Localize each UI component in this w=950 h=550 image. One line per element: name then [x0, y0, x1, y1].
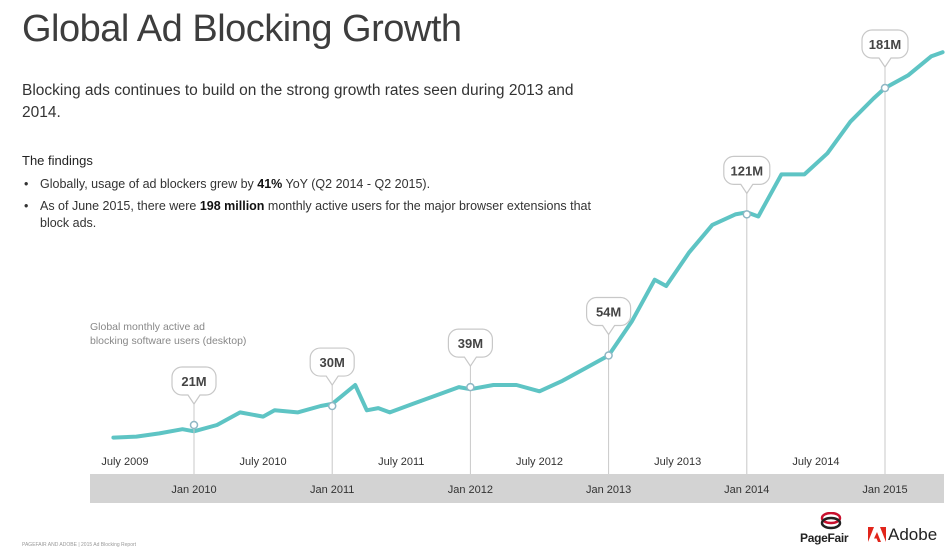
callout-marker — [327, 401, 337, 411]
data-point — [515, 384, 518, 386]
callout: 30M — [309, 347, 355, 474]
callout-marker — [604, 351, 613, 360]
data-point — [561, 380, 564, 382]
callout-label: 54M — [596, 304, 621, 319]
x-tick-label: July 2011 — [378, 456, 424, 468]
data-point — [653, 278, 656, 281]
page-title: Global Ad Blocking Growth — [22, 8, 462, 50]
data-point — [711, 224, 714, 226]
data-point — [872, 97, 875, 100]
data-point — [158, 432, 161, 435]
callout-marker — [466, 382, 475, 392]
callout-bubble — [586, 296, 632, 336]
series-line — [111, 50, 945, 440]
finding-highlight: 198 million — [199, 199, 265, 213]
adobe-wordmark: Adobe — [888, 525, 938, 544]
data-point — [849, 120, 852, 123]
data-point — [354, 384, 357, 386]
callout-bubble — [309, 347, 355, 387]
data-point — [907, 74, 909, 77]
callout-bubble — [447, 328, 493, 368]
x-tick-label: July 2014 — [792, 456, 839, 468]
data-point — [239, 411, 241, 414]
finding-item: Globally, usage of ad blockers grew by 4… — [22, 176, 602, 193]
data-point — [366, 409, 368, 412]
data-point — [584, 367, 587, 369]
data-point — [389, 411, 391, 414]
pagefair-mark-icon — [820, 512, 842, 530]
data-point — [112, 436, 115, 439]
data-point — [319, 405, 322, 407]
x-tick-label: July 2009 — [101, 456, 148, 468]
x-tick-label: July 2010 — [240, 456, 287, 468]
axis-band — [90, 474, 944, 503]
pagefair-logo: PageFair — [800, 512, 862, 546]
data-point — [757, 215, 760, 218]
data-point — [630, 321, 633, 323]
callout-label: 21M — [181, 374, 206, 389]
data-point — [262, 415, 264, 418]
findings-heading: The findings — [22, 153, 93, 168]
data-point — [412, 403, 414, 405]
data-point — [181, 428, 184, 431]
x-tick-label: Jan 2010 — [171, 484, 216, 496]
callout-bubble — [171, 366, 217, 406]
finding-text: Globally, usage of ad blockers grew by — [40, 177, 258, 191]
callout: 39M — [447, 328, 493, 474]
data-point — [458, 386, 460, 388]
finding-item: As of June 2015, there were 198 million … — [22, 198, 602, 232]
finding-highlight: 41% — [257, 177, 283, 191]
callout-label: 39M — [458, 336, 483, 351]
series-label-line: Global monthly active ad — [90, 321, 205, 333]
callout: 21M — [171, 366, 217, 474]
data-point — [377, 407, 380, 409]
data-point — [941, 51, 944, 53]
findings-list: Globally, usage of ad blockers grew by 4… — [22, 176, 602, 237]
data-point — [803, 173, 806, 176]
subtitle: Blocking ads continues to build on the s… — [22, 82, 574, 121]
series-label: Global monthly active ad blocking softwar… — [90, 321, 246, 347]
callout-marker — [880, 83, 890, 93]
callout-marker — [742, 210, 752, 219]
series-label-line: blocking software users (desktop) — [90, 335, 246, 347]
callout: 181M — [861, 29, 909, 474]
x-tick-label: Jan 2012 — [448, 484, 493, 496]
callout: 54M — [586, 296, 632, 474]
x-tick-label: Jan 2013 — [586, 484, 631, 496]
x-tick-label: Jan 2015 — [862, 484, 907, 496]
data-point — [296, 411, 299, 414]
data-point — [930, 55, 932, 58]
data-point — [435, 394, 437, 397]
finding-text: YoY (Q2 2014 - Q2 2015). — [282, 177, 431, 191]
callout-label: 30M — [320, 355, 345, 370]
data-point — [216, 424, 218, 426]
data-point — [734, 213, 737, 216]
adobe-mark-icon — [868, 527, 886, 542]
data-point — [688, 251, 690, 254]
x-tick-label: Jan 2014 — [724, 484, 769, 496]
x-tick-label: Jan 2011 — [310, 484, 354, 496]
callout-label: 121M — [731, 163, 764, 178]
data-point — [826, 152, 829, 155]
callout: 121M — [723, 155, 771, 474]
callout-bubble — [723, 155, 771, 195]
data-point — [780, 173, 783, 176]
data-point — [273, 409, 276, 412]
x-tick-label: July 2012 — [516, 456, 563, 468]
data-point — [665, 285, 667, 287]
data-point — [492, 384, 495, 386]
callout-marker — [189, 420, 199, 430]
finding-text: As of June 2015, there were — [40, 199, 200, 213]
callout-label: 181M — [869, 37, 902, 52]
footer-text: PAGEFAIR AND ADOBE | 2015 Ad Blocking Re… — [22, 542, 137, 548]
data-point — [135, 435, 138, 438]
callout-bubble — [861, 29, 909, 69]
pagefair-wordmark: PageFair — [800, 531, 849, 545]
data-point — [538, 390, 541, 393]
x-tick-label: July 2013 — [654, 456, 701, 468]
finding-text: monthly active users for the major brows… — [40, 199, 591, 230]
